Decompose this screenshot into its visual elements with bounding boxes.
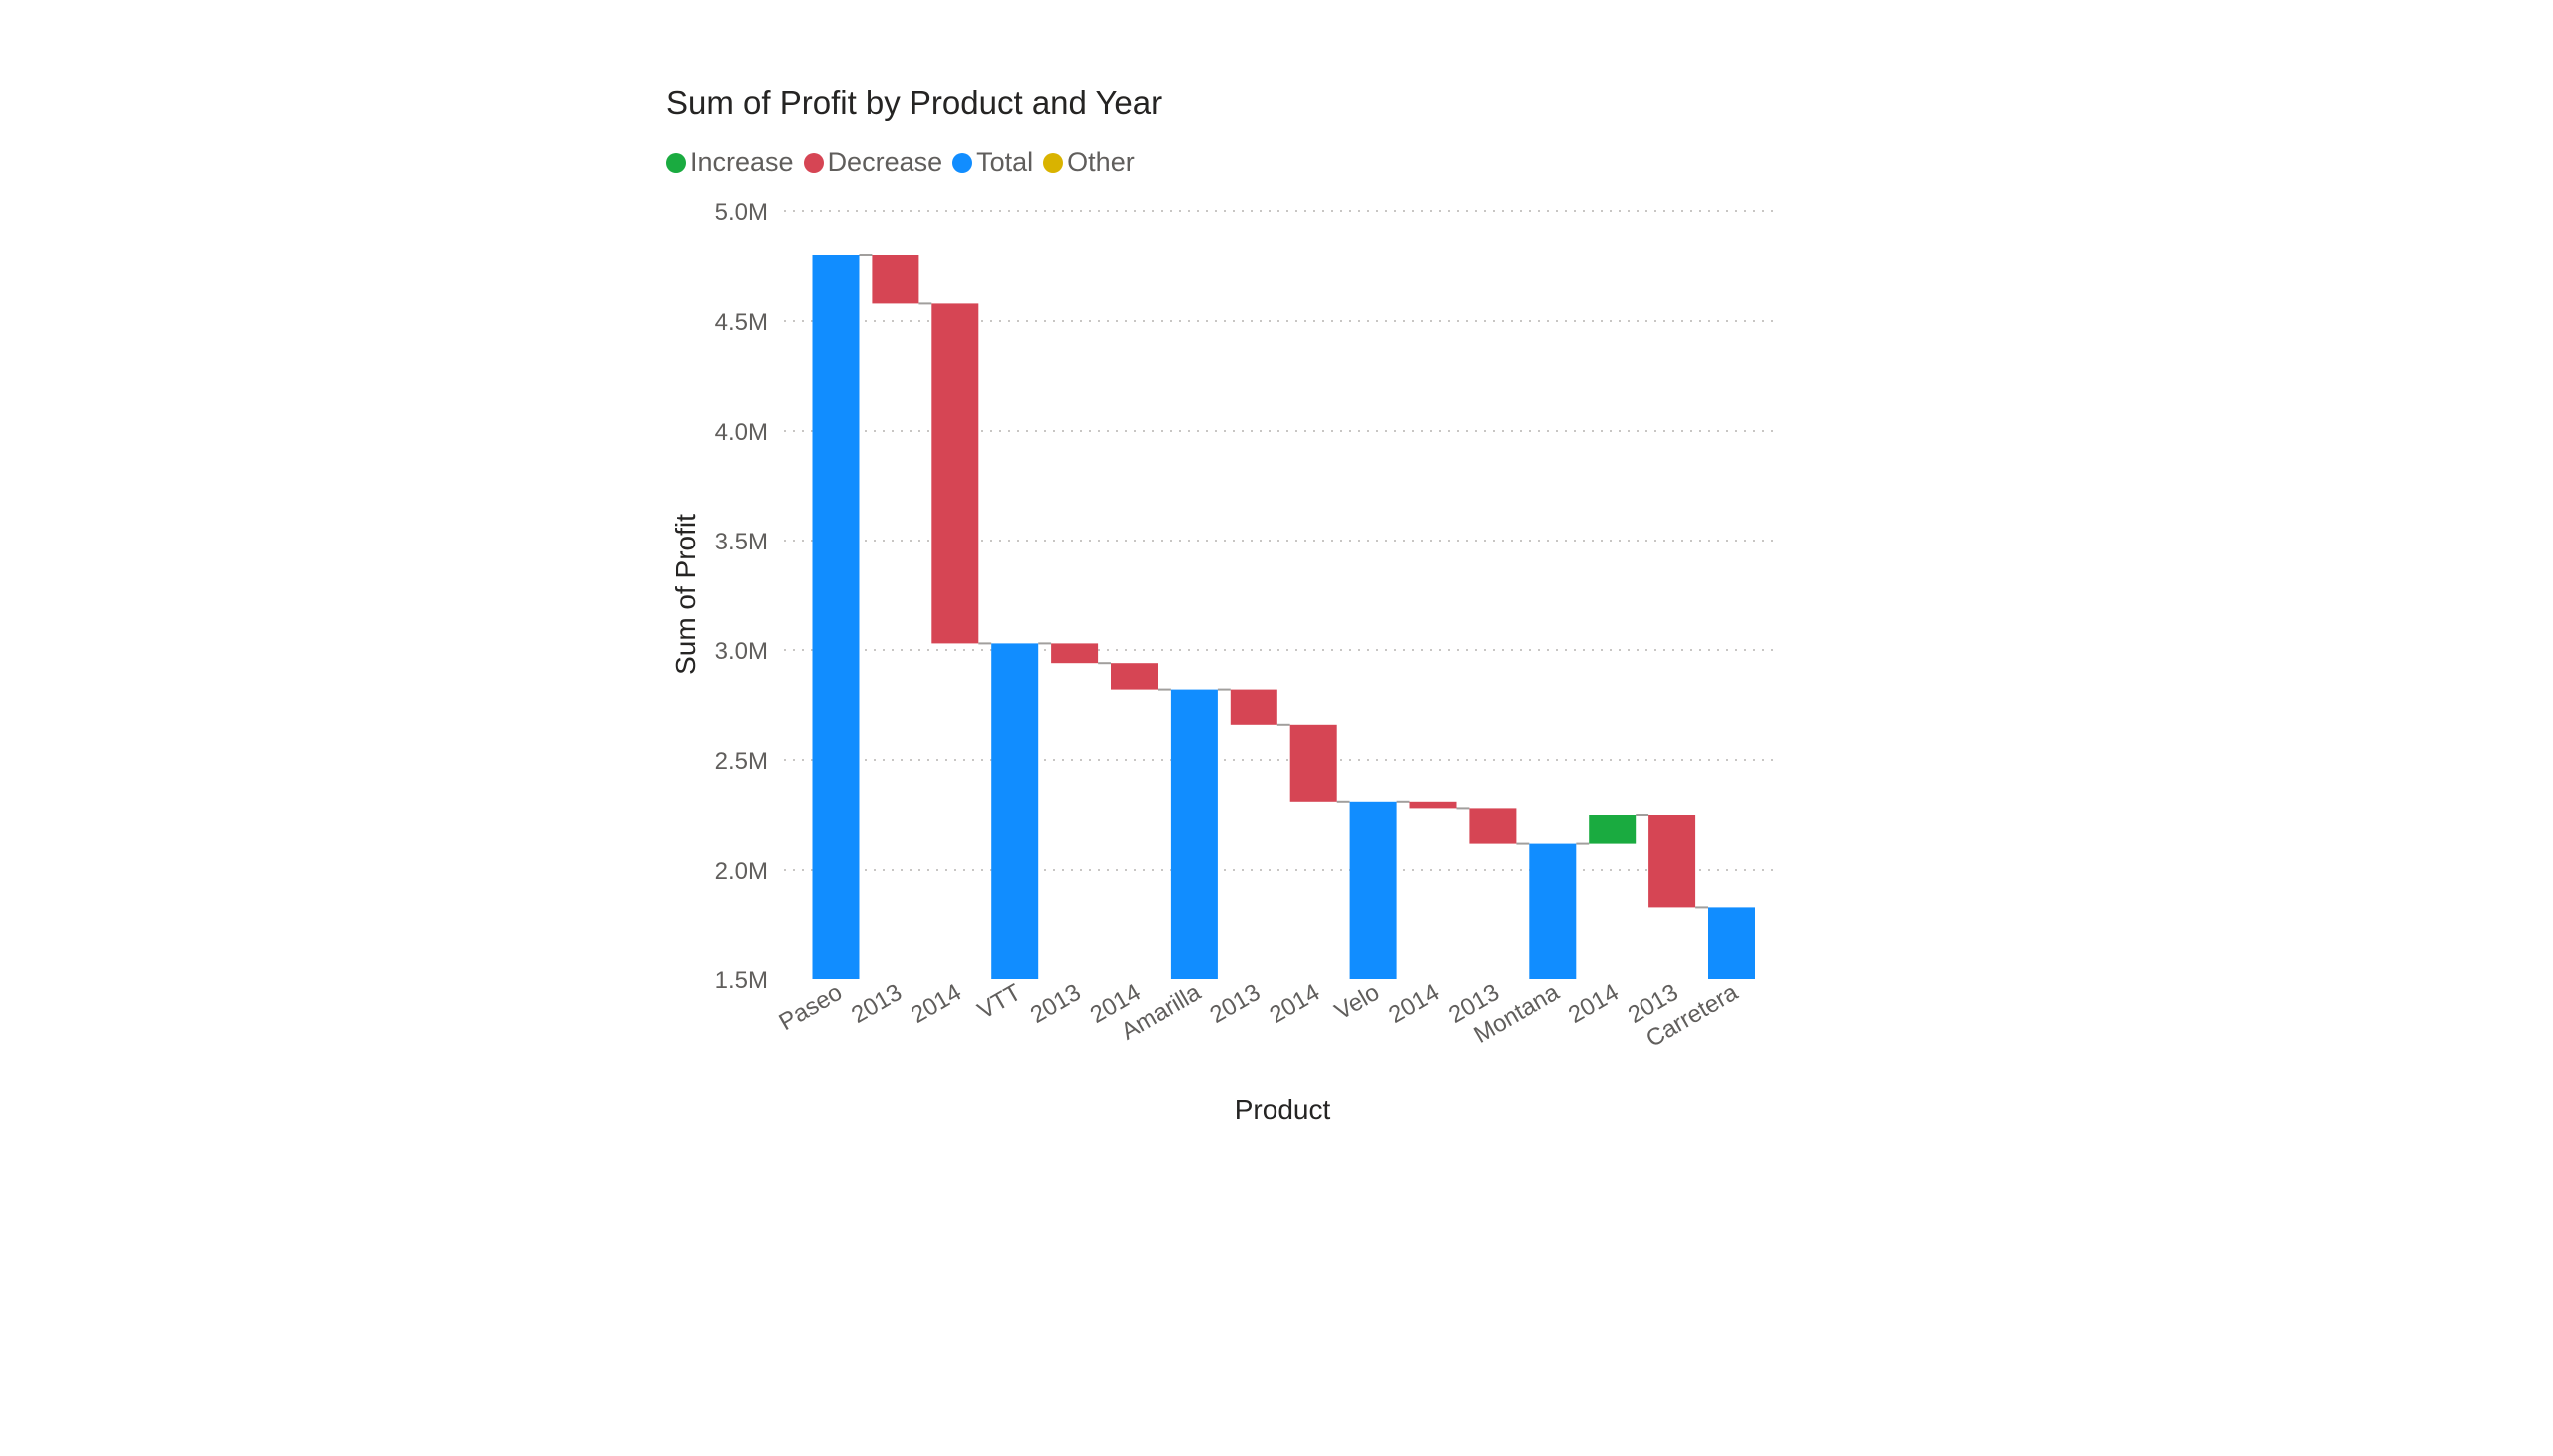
legend-item-total[interactable]: Total [952,147,1033,178]
legend-label-total: Total [976,147,1034,177]
x-tick-label: Velo [1330,979,1384,1026]
bars [812,255,1755,979]
x-tick-label: Paseo [775,979,847,1036]
legend-marker-decrease [803,152,824,173]
bar-total[interactable] [991,643,1039,979]
legend-item-increase[interactable]: Increase [666,147,794,178]
connectors [859,254,1708,909]
bar-decrease[interactable] [1111,663,1158,690]
y-axis-ticks: 1.5M 2.0M 2.5M 3.0M 3.5M 4.0M 4.5M 5.0M [715,199,768,994]
legend-item-decrease[interactable]: Decrease [803,147,943,178]
bar-decrease[interactable] [1648,815,1696,908]
x-tick-label: 2013 [1206,979,1266,1029]
bar-decrease[interactable] [1469,808,1517,844]
bar-decrease[interactable] [1051,643,1099,664]
legend-marker-total [952,152,973,173]
bar-decrease[interactable] [931,303,979,644]
x-axis-title: Product [1235,1094,1331,1125]
y-tick-label: 5.0M [715,199,768,226]
x-tick-label: 2014 [1564,979,1624,1029]
x-tick-label: 2014 [1384,979,1444,1029]
y-tick-label: 2.0M [715,858,768,885]
legend-marker-increase [666,152,686,173]
legend-label-decrease: Decrease [827,147,943,177]
bar-decrease[interactable] [1409,801,1457,809]
bar-decrease[interactable] [1230,689,1277,725]
y-tick-label: 1.5M [715,967,768,994]
y-tick-label: 2.5M [715,748,768,775]
y-tick-label: 3.5M [715,529,768,555]
legend-marker-other [1043,152,1064,173]
legend-item-other[interactable]: Other [1043,147,1135,178]
bar-total[interactable] [1349,801,1397,979]
bar-decrease[interactable] [1289,724,1337,802]
bar-total[interactable] [812,255,860,979]
legend-label-increase: Increase [690,147,794,177]
bar-total[interactable] [1170,689,1218,979]
x-tick-label: 2014 [1265,979,1324,1029]
bar-total[interactable] [1708,907,1755,979]
bar-decrease[interactable] [872,255,919,304]
legend-label-other: Other [1067,147,1135,177]
y-tick-label: 4.5M [715,309,768,336]
legend: Increase Decrease Total Other [666,147,1145,178]
chart-title: Sum of Profit by Product and Year [666,84,1163,121]
x-tick-label: 2013 [1026,979,1086,1029]
bar-increase[interactable] [1589,815,1637,844]
x-tick-label: VTT [973,979,1026,1025]
y-axis-title: Sum of Profit [670,514,701,675]
bar-total[interactable] [1529,843,1577,979]
gridlines [784,210,1777,871]
y-tick-label: 4.0M [715,419,768,446]
x-tick-label: 2014 [907,979,966,1029]
y-tick-label: 3.0M [715,638,768,665]
x-tick-label: 2013 [847,979,907,1029]
